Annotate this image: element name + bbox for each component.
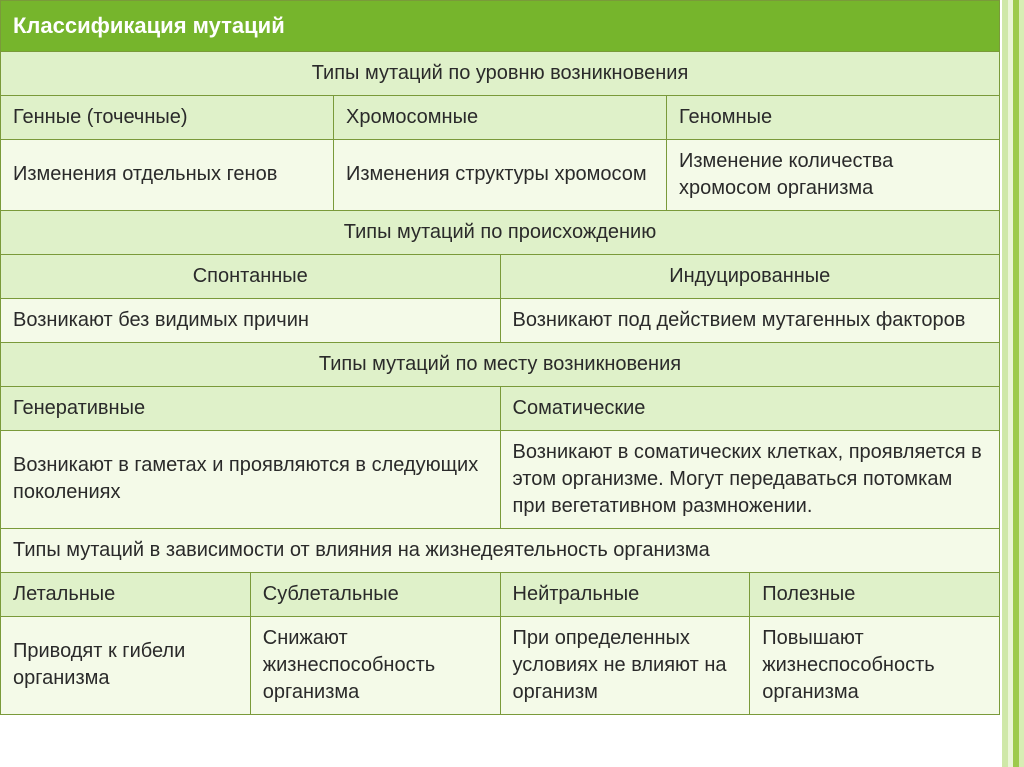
section2-label-0: Генеративные	[1, 386, 501, 430]
section1-desc-1: Возникают под действием мутагенных факто…	[500, 298, 1000, 342]
section-header-0: Типы мутаций по уровню возникновения	[1, 51, 1000, 95]
section2-desc-0: Возникают в гаметах и проявляются в след…	[1, 430, 501, 528]
section3-label-2: Нейтральные	[500, 572, 750, 616]
section2-label-1: Соматические	[500, 386, 1000, 430]
section0-desc-1: Изменения структуры хромосом	[334, 139, 667, 210]
section3-desc-3: Повышают жизнеспособность организма	[750, 616, 1000, 714]
section0-label-1: Хромосомные	[334, 95, 667, 139]
section0-desc-2: Изменение количества хромосом организма	[667, 139, 1000, 210]
section1-label-0: Спонтанные	[1, 254, 501, 298]
mutation-classification-table: Классификация мутаций Типы мутаций по ур…	[0, 0, 1000, 715]
decorative-stripe	[1002, 0, 1024, 767]
section-header-3: Типы мутаций в зависимости от влияния на…	[1, 528, 1000, 572]
section3-label-1: Сублетальные	[250, 572, 500, 616]
section1-label-1: Индуцированные	[500, 254, 1000, 298]
section0-label-0: Генные (точечные)	[1, 95, 334, 139]
section3-label-0: Летальные	[1, 572, 251, 616]
section0-label-2: Геномные	[667, 95, 1000, 139]
section0-desc-0: Изменения отдельных генов	[1, 139, 334, 210]
section3-desc-2: При определенных условиях не влияют на о…	[500, 616, 750, 714]
section1-desc-0: Возникают без видимых причин	[1, 298, 501, 342]
section-header-1: Типы мутаций по происхождению	[1, 210, 1000, 254]
section-header-2: Типы мутаций по месту возникновения	[1, 342, 1000, 386]
section3-desc-0: Приводят к гибели организма	[1, 616, 251, 714]
section3-label-3: Полезные	[750, 572, 1000, 616]
section2-desc-1: Возникают в соматических клетках, проявл…	[500, 430, 1000, 528]
section3-desc-1: Снижают жизнеспособность организма	[250, 616, 500, 714]
table-title: Классификация мутаций	[1, 1, 1000, 52]
